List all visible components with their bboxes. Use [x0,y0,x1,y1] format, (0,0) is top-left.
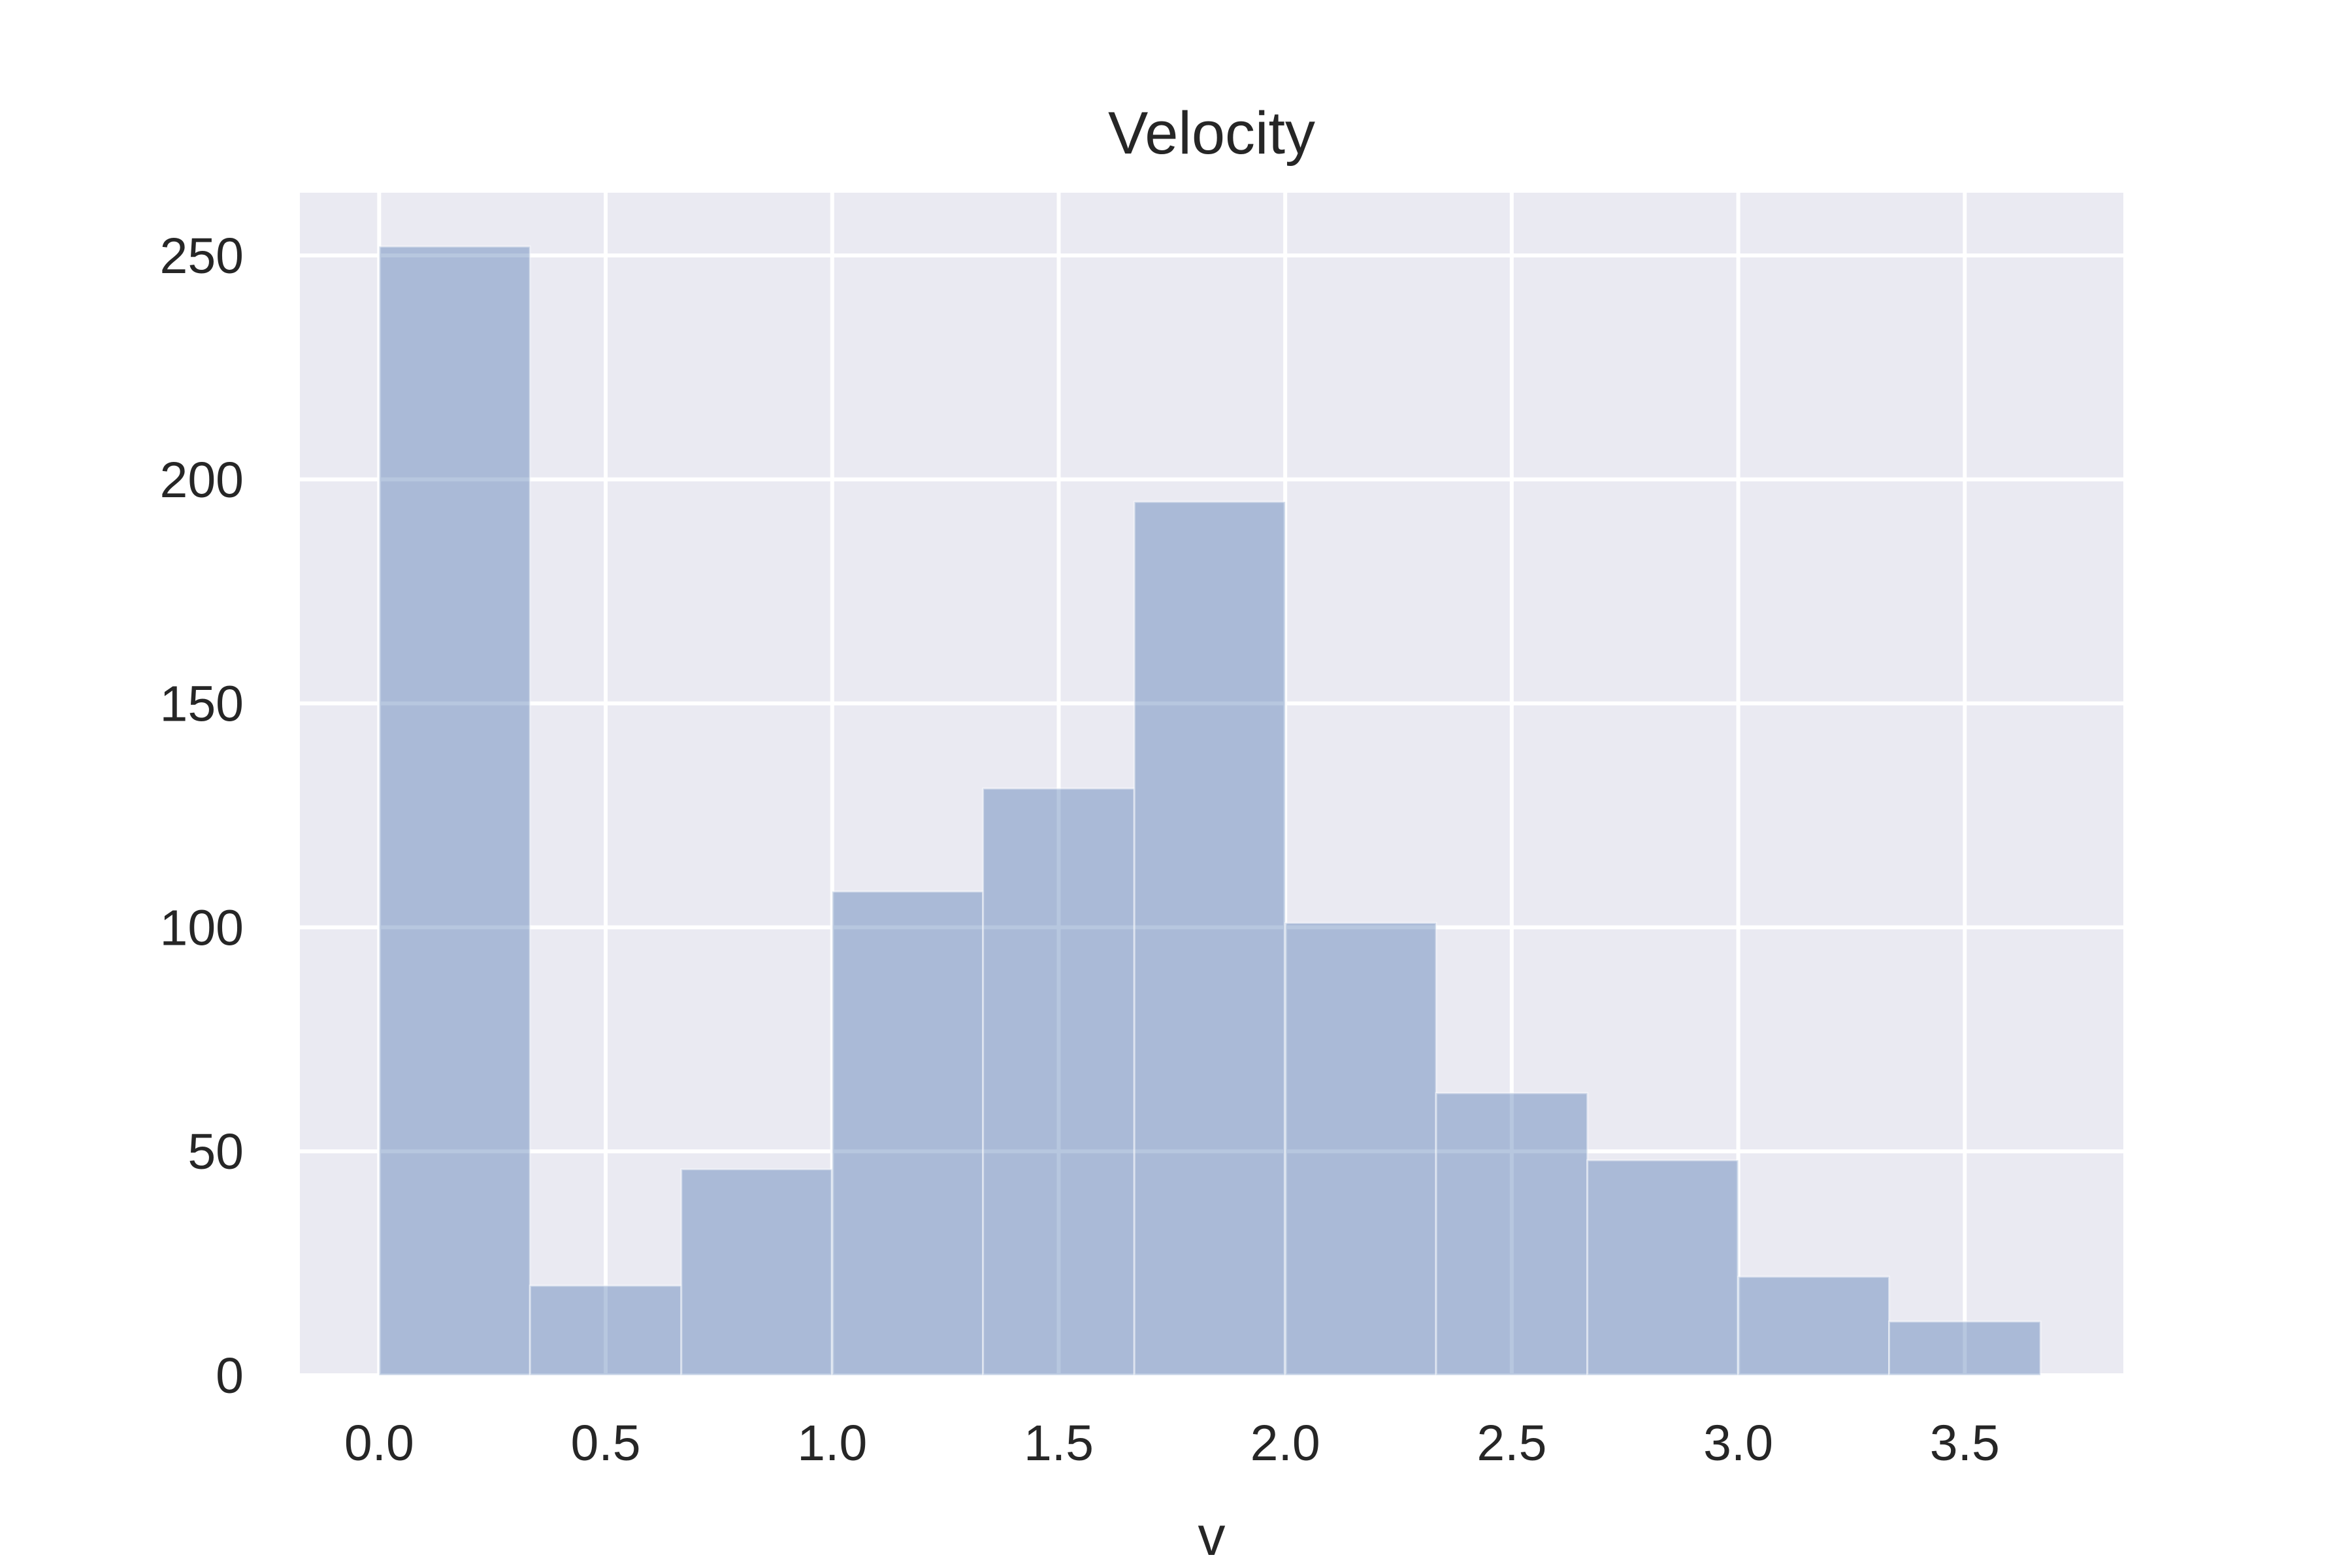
y-tick-label: 200 [160,452,244,508]
histogram-bar [680,1168,834,1377]
grid [300,193,2123,1377]
y-tick-label: 250 [160,228,244,284]
histogram-bar [1435,1092,1589,1377]
x-tick-label: 3.5 [1930,1415,2000,1471]
x-tick-label: 0.0 [344,1415,414,1471]
x-tick-label: 0.5 [571,1415,641,1471]
x-tick-label: 2.0 [1250,1415,1320,1471]
x-tick-label: 3.0 [1703,1415,1773,1471]
histogram-bar [1284,922,1437,1377]
histogram-bar [378,245,531,1377]
y-axis-ticks: 0 50 100 150 200 250 [160,228,244,1404]
x-axis-label: v [1198,1505,1226,1567]
histogram-bar [982,787,1135,1377]
x-tick-label: 1.5 [1024,1415,1094,1471]
y-tick-label: 50 [188,1124,244,1180]
histogram-bar [1888,1320,2042,1377]
y-tick-label: 150 [160,676,244,732]
bars [378,245,2042,1377]
y-tick-label: 0 [216,1348,244,1404]
histogram-bar [831,890,985,1377]
chart-title: Velocity [1108,100,1315,167]
histogram-bar [1586,1159,1740,1377]
y-tick-label: 100 [160,900,244,956]
histogram-bar [529,1284,683,1377]
histogram-bar [1133,500,1286,1377]
x-tick-label: 1.0 [797,1415,867,1471]
histogram-bar [1737,1275,1891,1377]
x-axis-ticks: 0.0 0.5 1.0 1.5 2.0 2.5 3.0 3.5 [344,1415,2000,1471]
x-tick-label: 2.5 [1477,1415,1546,1471]
